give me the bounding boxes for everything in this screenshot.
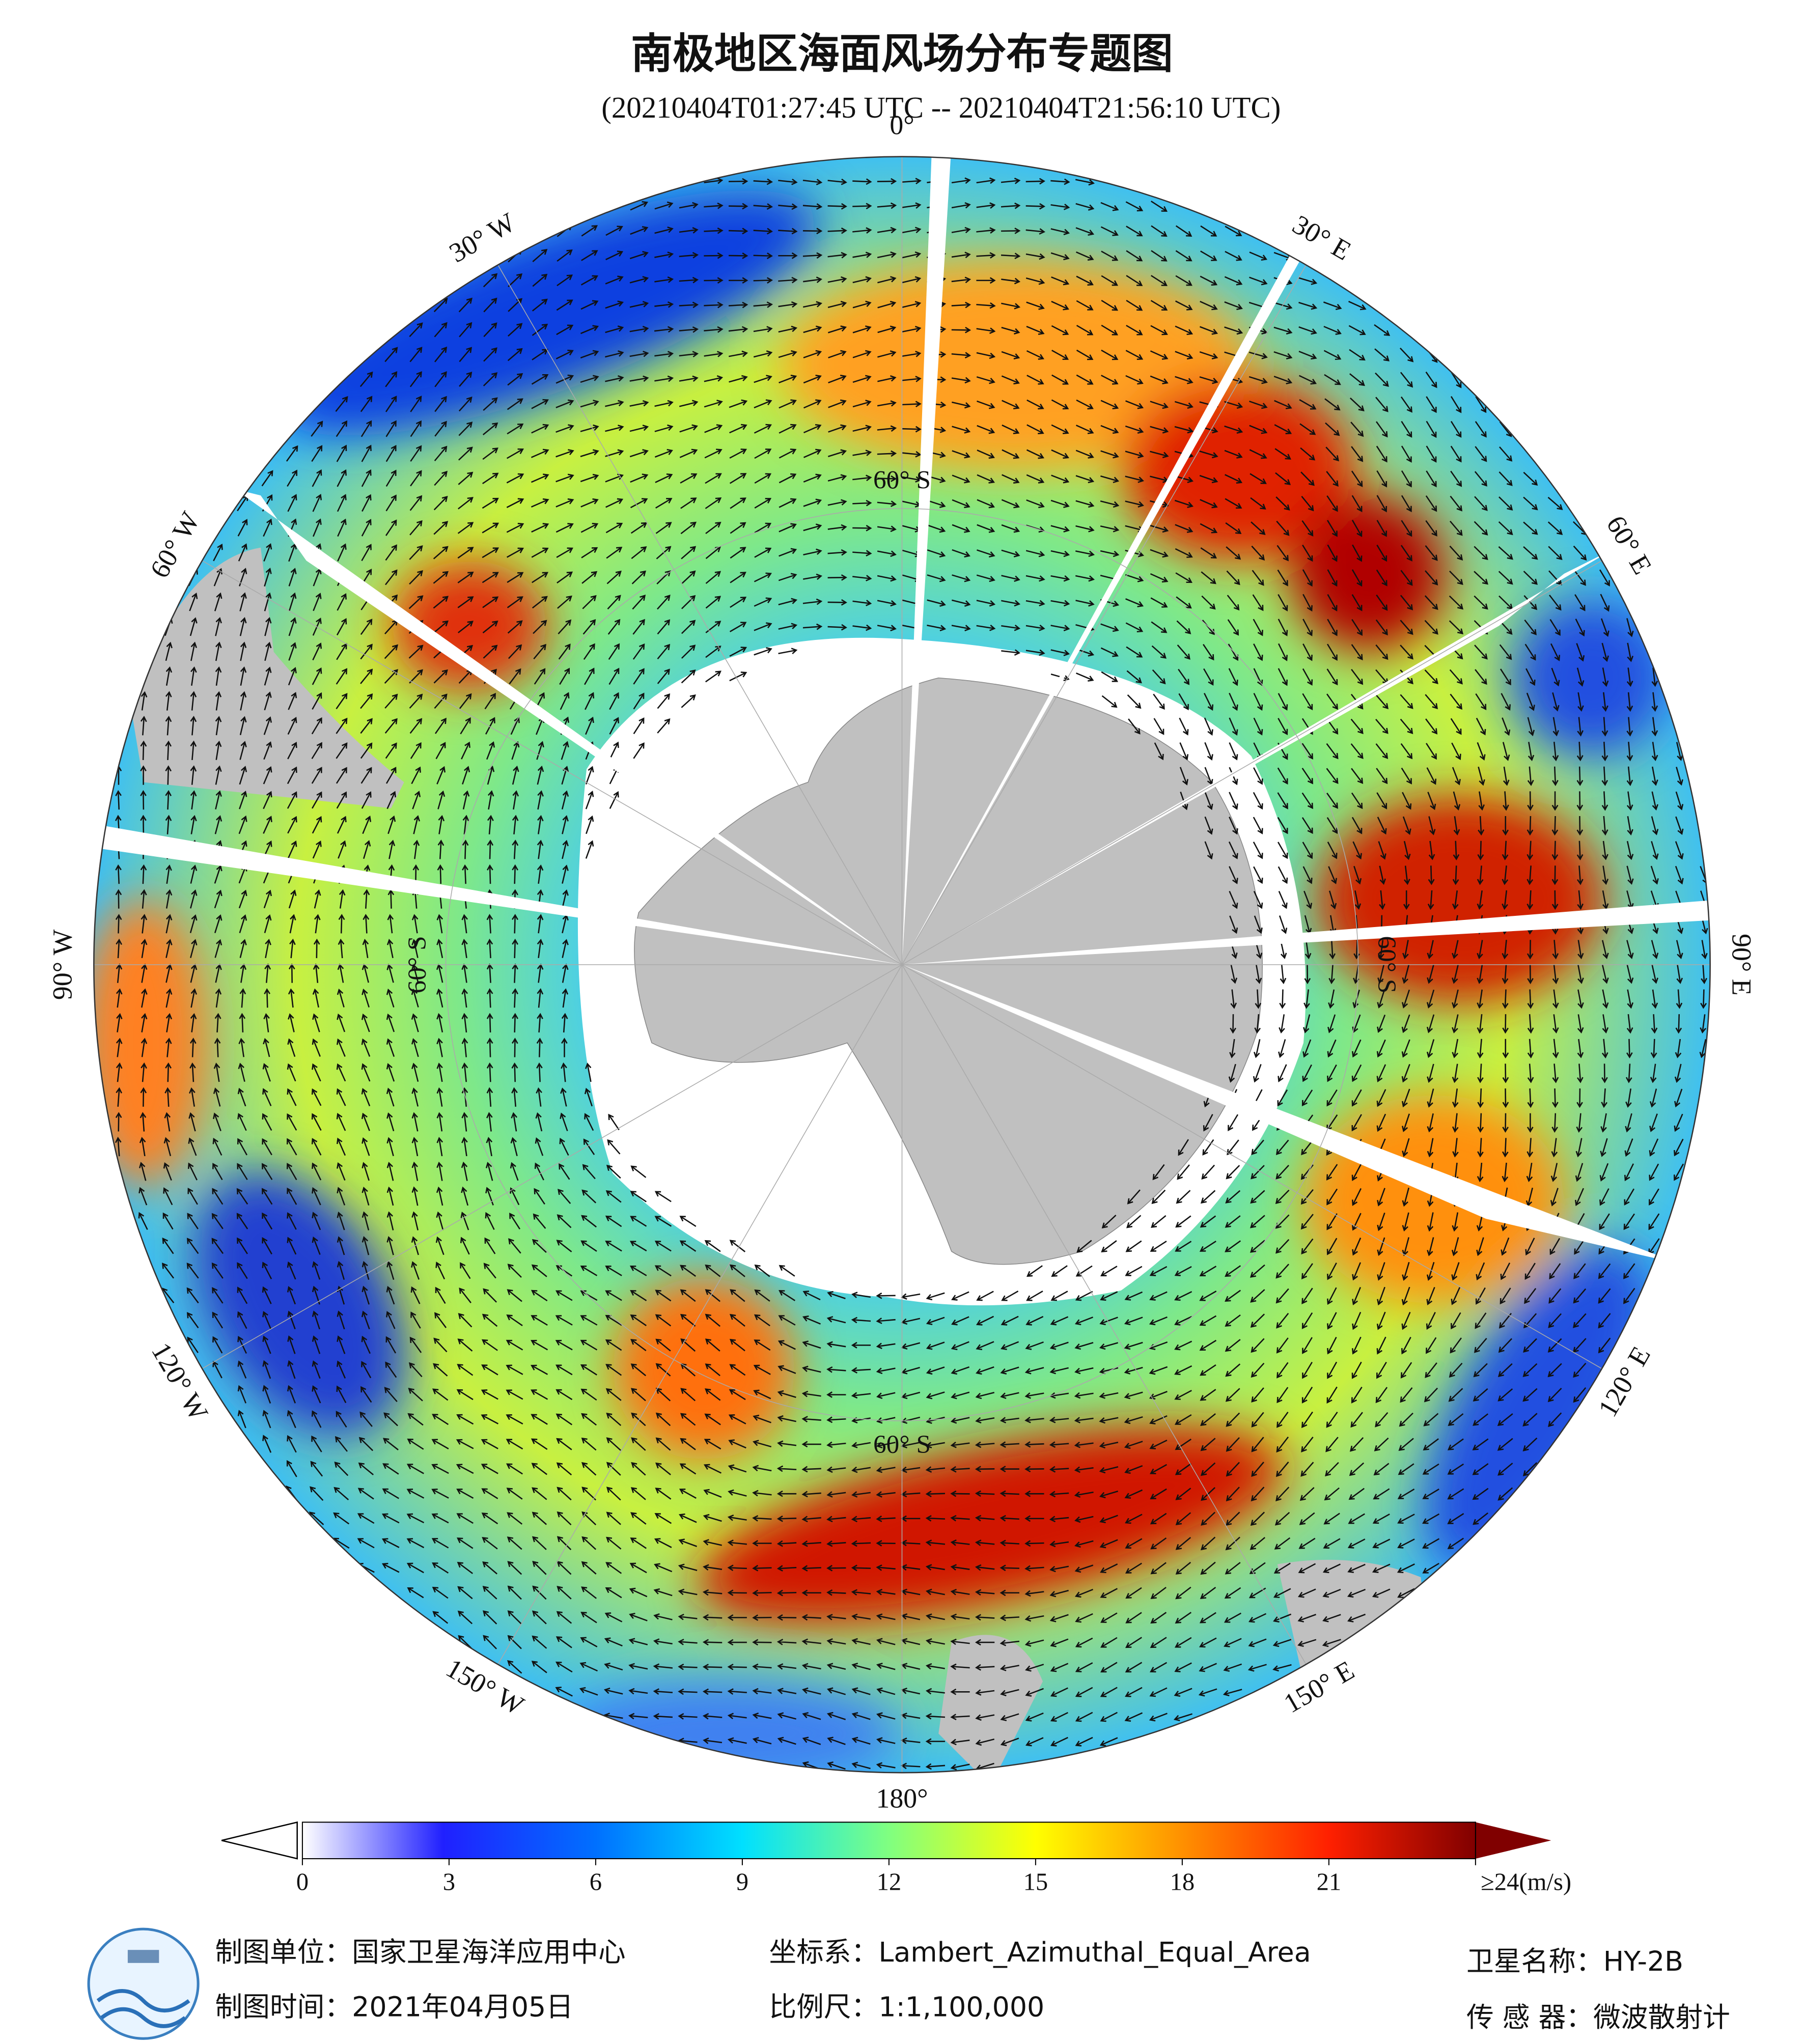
- lat-label: 60° S: [403, 936, 432, 993]
- lon-label: 90° E: [1727, 934, 1757, 996]
- title: 南极地区海面风场分布专题图: [631, 30, 1173, 78]
- colorbar-over: [1475, 1822, 1551, 1859]
- subtitle: (20210404T01:27:45 UTC -- 20210404T21:56…: [601, 91, 1281, 124]
- map-border: [93, 156, 1711, 1774]
- lon-label: 90° W: [47, 929, 77, 1000]
- wind-patches: [94, 190, 1669, 1773]
- colorbar: 0 3 6 9 12 15 18 21 ≥24(m/s): [221, 1821, 1571, 1895]
- parallel: [445, 508, 1359, 1421]
- lat-label: 60° S: [873, 465, 931, 494]
- graticule: [94, 156, 1710, 1773]
- satellite: 卫星名称：HY-2B: [1466, 1945, 1683, 1977]
- colorbar-tick-label: 0: [296, 1868, 309, 1895]
- colorbar-tick-label: 12: [877, 1868, 902, 1895]
- lon-label: 60° E: [1600, 511, 1658, 579]
- colorbar-tick-label: ≥24(m/s): [1481, 1868, 1571, 1895]
- colorbar-tick-label: 21: [1317, 1868, 1342, 1895]
- colorbar-under: [221, 1821, 298, 1860]
- new-zealand: [938, 1635, 1043, 1773]
- lat-label: 60° S: [873, 1430, 931, 1459]
- colorbar-tick-label: 3: [443, 1868, 455, 1895]
- colorbar-tick-label: 6: [590, 1868, 602, 1895]
- producer: 制图单位：国家卫星海洋应用中心: [215, 1936, 625, 1968]
- meridian: [497, 264, 903, 965]
- projection: 坐标系：Lambert_Azimuthal_Equal_Area: [769, 1936, 1311, 1968]
- meridian: [202, 560, 902, 965]
- meridian: [901, 264, 1307, 965]
- date: 制图时间：2021年04月05日: [215, 1991, 573, 2023]
- colorbar-tick-label: 9: [736, 1868, 748, 1895]
- logo: [87, 1927, 200, 2040]
- meridian: [902, 964, 1602, 1369]
- colorbar-ramp: [301, 1822, 1476, 1860]
- colorbar-tick-label: 15: [1023, 1868, 1048, 1895]
- meridian: [902, 560, 1602, 965]
- lon-label: 180°: [876, 1783, 928, 1814]
- colorbar-tick-label: 18: [1170, 1868, 1195, 1895]
- lon-label: 0°: [890, 110, 914, 141]
- lat-label: 60° S: [1372, 936, 1401, 993]
- meridian: [901, 964, 1307, 1665]
- sensor: 传 感 器：微波散射计: [1466, 2001, 1730, 2033]
- meridian: [497, 964, 903, 1665]
- lat-labels: 60° S 60° S 60° S 60° S: [403, 465, 1401, 1459]
- scale: 比例尺：1:1,100,000: [769, 1991, 1044, 2023]
- lon-label: 30° E: [1287, 209, 1356, 266]
- map-field: [94, 156, 1710, 1773]
- meridian: [202, 964, 902, 1369]
